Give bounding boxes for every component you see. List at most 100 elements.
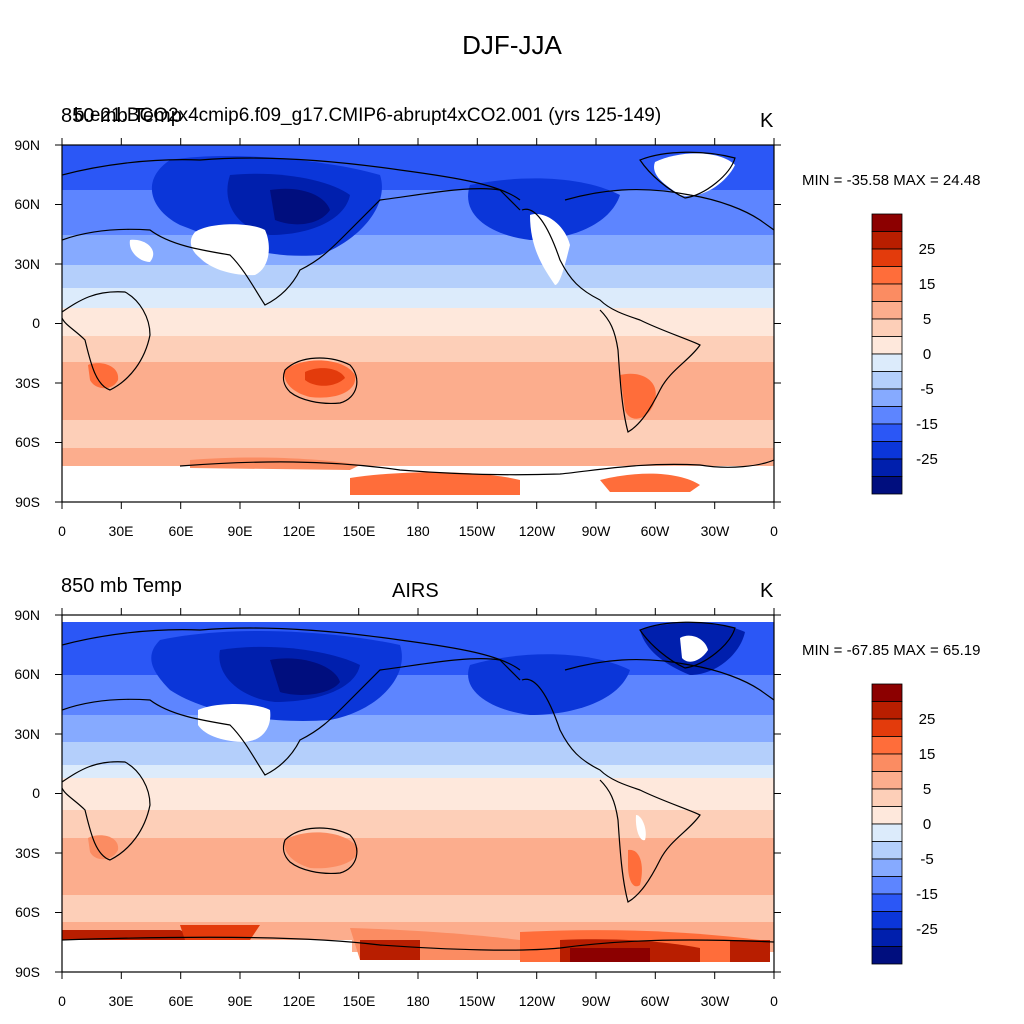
colorbar-swatch [871,213,903,232]
lat-tick-label: 90N [14,137,40,153]
colorbar-tick-label: 0 [922,816,932,833]
lon-tick-label: 60W [640,523,670,539]
lon-tick-label: 120W [518,523,556,539]
colorbar-swatch [871,771,903,790]
colorbar-tick-label: 25 [918,241,936,258]
lat-tick-label: 60S [15,904,40,920]
lon-tick-label: 0 [770,523,778,539]
lat-tick-label: 90S [15,964,40,980]
colorbar-swatch [871,353,903,372]
lon-tick-label: 60E [168,523,194,539]
panel-2-minmax: MIN = -67.85 MAX = 65.19 [802,642,981,659]
lon-tick-label: 60W [640,993,670,1009]
colorbar-swatch [871,701,903,720]
map-panel-2: 850 mb Temp AIRS K MIN = -67.85 MAX = 65… [0,470,1024,1008]
lon-tick-label: 180 [406,523,430,539]
colorbar-tick-label: 15 [918,746,936,763]
colorbar-tick-label: -25 [916,921,938,938]
colorbar-tick-label: -5 [920,381,934,398]
coastlines-1 [62,151,774,476]
lon-tick-label: 90W [581,993,611,1009]
panel-1-minmax: MIN = -35.58 MAX = 24.48 [802,172,981,189]
temperature-field-1 [62,145,774,502]
map-svg-1 [55,138,903,509]
colorbar-tick-label: 25 [918,711,936,728]
axis-ticks-2 [55,608,781,979]
colorbar-swatch [871,928,903,947]
axis-ticks-1 [55,138,781,509]
colorbar-tick-label: 0 [922,346,932,363]
lon-tick-label: 120E [282,523,316,539]
colorbar-tick-label: 15 [918,276,936,293]
lat-tick-label: 60S [15,434,40,450]
lat-tick-label: 90N [14,607,40,623]
colorbar-swatch [871,476,903,495]
lat-tick-label: 30S [15,845,40,861]
colorbar-swatch [871,893,903,912]
colorbar-swatch [871,858,903,877]
lon-tick-label: 30W [700,993,730,1009]
lon-tick-label: 90E [227,993,253,1009]
colorbar-swatch [871,806,903,825]
lon-tick-label: 150E [342,523,376,539]
lon-tick-label: 90W [581,523,611,539]
colorbar-swatch [871,318,903,337]
lon-tick-label: 150E [342,993,376,1009]
colorbar-swatch [871,946,903,965]
colorbar-swatch [871,876,903,895]
colorbar-swatch [871,683,903,702]
lat-tick-label: 90S [15,494,40,510]
colorbar-swatch [871,718,903,737]
panel-1-case-label: b.e21.BCO2x4cmip6.f09_g17.CMIP6-abrupt4x… [74,105,662,126]
colorbar-tick-label: 5 [922,781,932,798]
figure-title: DJF-JJA [462,30,562,60]
map-svg-2 [55,608,903,979]
colorbar-tick-label: -25 [916,451,938,468]
colorbar-swatch [871,371,903,390]
panel-1-left-label: 850 mb Temp [61,105,182,127]
colorbar-swatch [871,406,903,425]
colorbar-1 [871,213,903,495]
lat-tick-label: 30N [14,256,40,272]
map-panel-1: 850 mb Temp b.e21.BCO2x4cmip6.f09_g17.CM… [0,0,1024,538]
colorbar-tick-label: -5 [920,851,934,868]
colorbar-2 [871,683,903,965]
lon-tick-label: 120W [518,993,556,1009]
lat-tick-label: 0 [32,315,40,331]
panel-2-left-label: 850 mb Temp [61,575,182,597]
colorbar-swatch [871,736,903,755]
lat-tick-label: 60N [14,666,40,682]
lat-tick-label: 0 [32,785,40,801]
panel-2-center-label: AIRS [392,580,439,602]
panel-2-units-label: K [760,580,774,602]
colorbar-swatch [871,441,903,460]
colorbar-swatch [871,283,903,302]
colorbar-swatch [871,911,903,930]
lon-tick-label: 30E [108,993,134,1009]
lon-tick-label: 30E [108,523,134,539]
lat-tick-label: 30N [14,726,40,742]
colorbar-swatch [871,248,903,267]
coastlines-2 [62,621,774,951]
lon-tick-label: 30W [700,523,730,539]
colorbar-swatch [871,301,903,320]
colorbar-tick-label: -15 [916,416,938,433]
colorbar-swatch [871,753,903,772]
lon-tick-label: 180 [406,993,430,1009]
lon-tick-label: 90E [227,523,253,539]
lon-tick-label: 150W [458,993,496,1009]
colorbar-swatch [871,231,903,250]
lon-tick-label: 0 [58,993,66,1009]
panel-1-units-label: K [760,110,774,132]
colorbar-swatch [871,823,903,842]
temperature-field-2 [62,615,774,972]
colorbar-swatch [871,788,903,807]
colorbar-swatch [871,266,903,285]
lon-tick-label: 120E [282,993,316,1009]
colorbar-swatch [871,841,903,860]
lat-tick-label: 60N [14,196,40,212]
lon-tick-label: 0 [58,523,66,539]
colorbar-swatch [871,336,903,355]
lat-tick-label: 30S [15,375,40,391]
colorbar-tick-label: 5 [922,311,932,328]
